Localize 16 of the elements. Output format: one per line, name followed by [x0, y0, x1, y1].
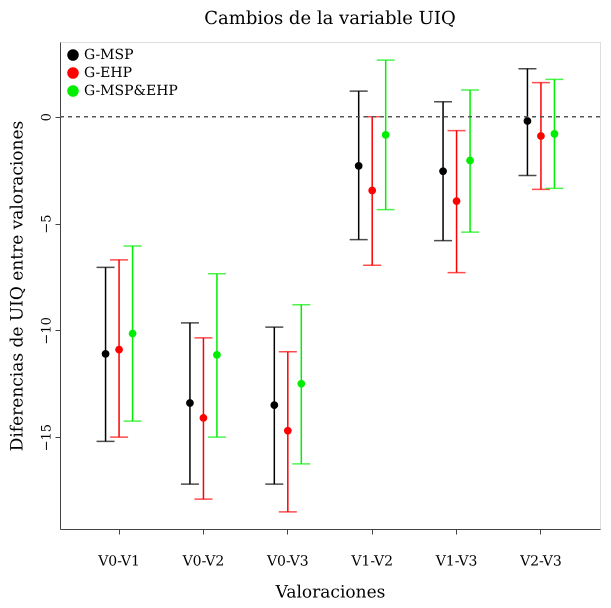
x-tick-label: V0-V3 [266, 554, 309, 570]
x-axis-title: Valoraciones [274, 582, 386, 602]
x-tick-label: V1-V3 [434, 554, 478, 570]
legend-label: G-MSP&EHP [84, 83, 178, 99]
x-tick-label: V0-V2 [182, 554, 224, 570]
y-axis-title: Diferencias de UIQ entre valoraciones [8, 120, 28, 452]
x-tick-label: V2-V3 [519, 554, 562, 570]
y-tick-label: −5 [40, 214, 54, 234]
chart-title: Cambios de la variable UIQ [204, 8, 456, 29]
legend-label: G-MSP [84, 47, 134, 63]
y-tick-label: −15 [40, 424, 54, 452]
y-tick-label: −10 [40, 317, 54, 345]
legend-label: G-EHP [84, 65, 132, 81]
x-tick-label: V0-V1 [97, 554, 140, 570]
y-tick-label: 0 [40, 113, 54, 122]
x-tick-label: V1-V2 [350, 554, 394, 570]
